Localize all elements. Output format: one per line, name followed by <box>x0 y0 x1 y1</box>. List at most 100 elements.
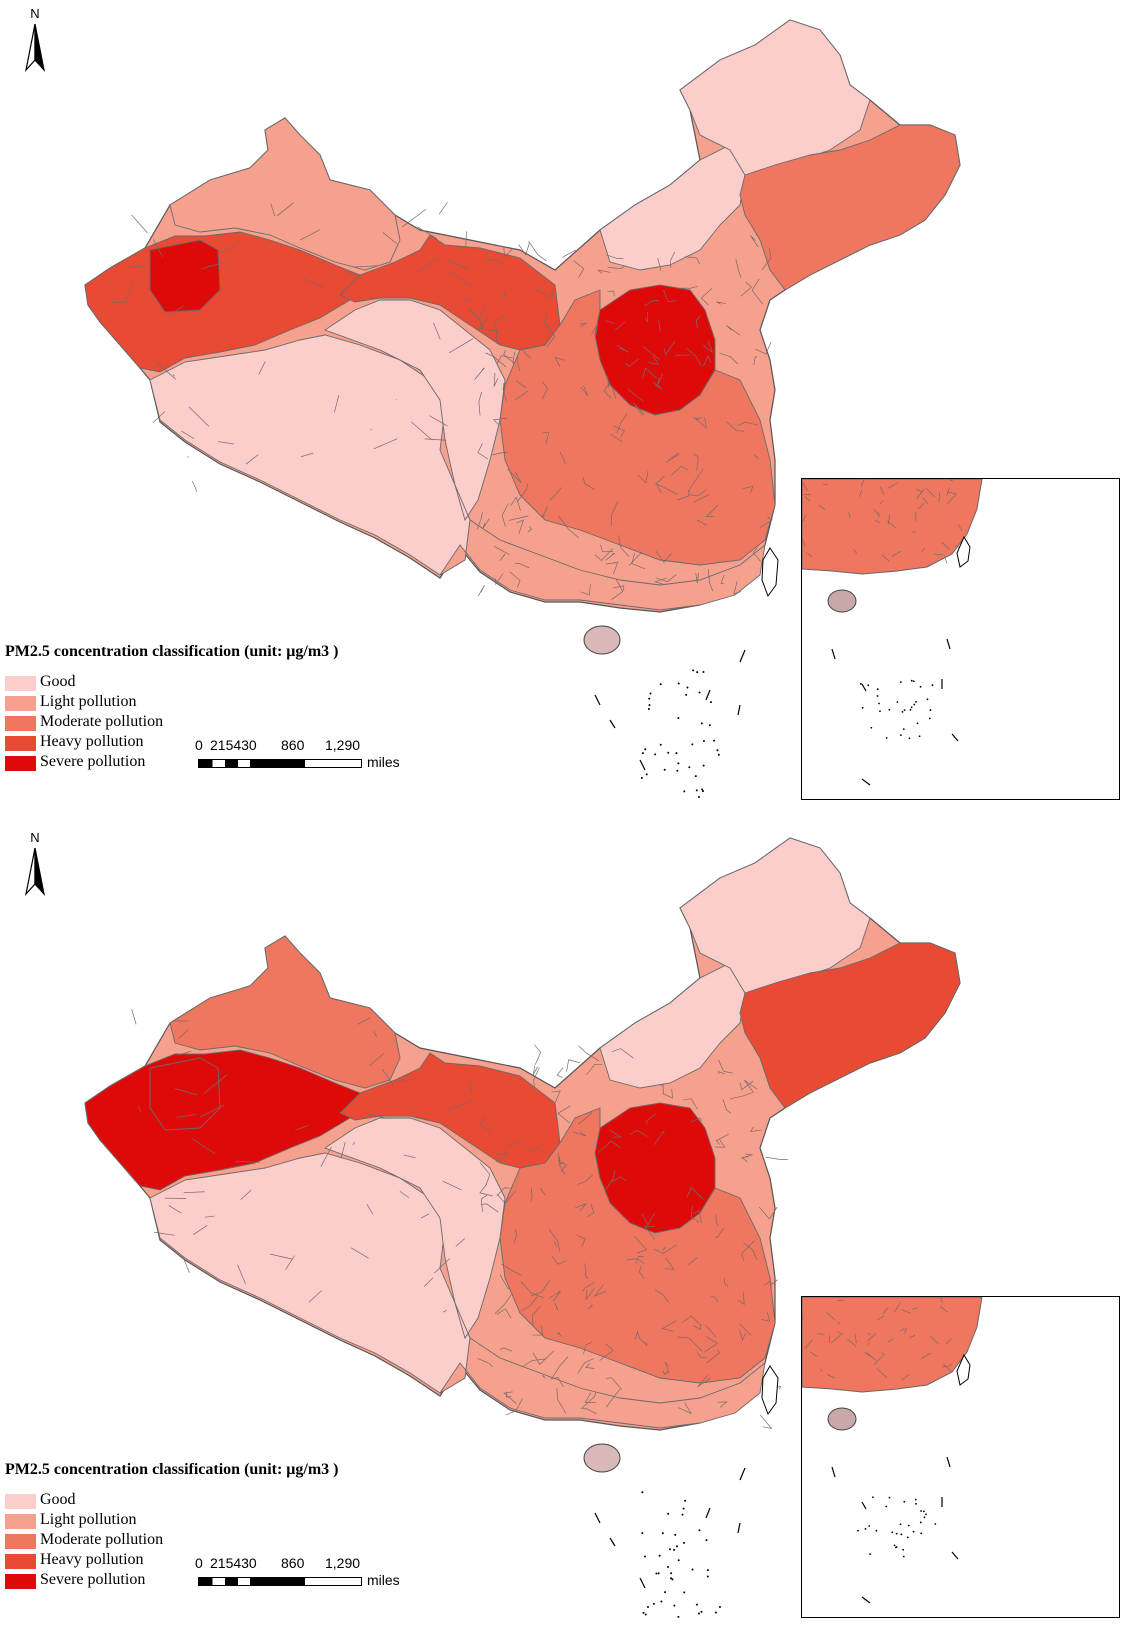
inset-map-bottom <box>802 1297 983 1604</box>
county-boundary <box>723 1277 729 1287</box>
county-boundary <box>684 256 700 265</box>
county-boundary <box>644 312 648 323</box>
county-boundary <box>168 305 184 316</box>
legend-label: Heavy pollution <box>40 733 144 750</box>
county-boundary <box>761 1312 771 1322</box>
county-boundary <box>480 1203 499 1213</box>
county-boundary <box>541 381 549 400</box>
island-dot <box>674 1533 677 1536</box>
island-dot <box>857 1529 859 1532</box>
county-boundary <box>726 325 741 336</box>
county-boundary <box>719 352 738 365</box>
county-boundary <box>558 515 579 539</box>
island-dot <box>913 703 916 706</box>
county-boundary <box>494 546 510 555</box>
island-dot <box>695 1603 698 1606</box>
island-dot <box>682 1541 685 1544</box>
county-boundary <box>901 1309 912 1314</box>
county-boundary <box>806 552 813 558</box>
island-dot <box>910 706 913 709</box>
county-boundary <box>743 1079 758 1092</box>
scale-tick: 860 <box>281 737 305 753</box>
scale-units: miles <box>367 1572 400 1588</box>
island-dot <box>926 698 929 701</box>
county-boundary <box>203 1074 228 1094</box>
county-boundary <box>661 1320 677 1332</box>
county-boundary <box>556 1388 567 1414</box>
county-boundary <box>181 430 195 440</box>
county-boundary <box>131 1009 137 1025</box>
county-boundary <box>573 260 585 278</box>
island-dot <box>663 768 666 771</box>
scale-tick: 215430 <box>210 737 257 753</box>
island-dot <box>915 700 917 703</box>
island-taiwan <box>761 547 779 598</box>
county-boundary <box>492 417 507 425</box>
county-boundary <box>507 1140 523 1148</box>
island-dot <box>641 752 644 755</box>
island-dot <box>705 1539 708 1542</box>
sea-boundary-dash <box>831 648 836 660</box>
island-dot <box>923 1516 926 1519</box>
island-dot <box>891 1531 894 1534</box>
county-boundary <box>499 1274 511 1290</box>
county-boundary <box>285 1255 295 1270</box>
county-boundary <box>887 1338 894 1343</box>
county-boundary <box>153 239 164 258</box>
county-boundary <box>802 514 807 523</box>
island-dot <box>660 1600 663 1603</box>
county-boundary <box>657 258 662 272</box>
county-boundary <box>654 1289 669 1303</box>
island-dot <box>864 1528 867 1530</box>
map-panel-bottom: N PM2.5 concentration classification (un… <box>0 818 1124 1636</box>
island-dot <box>698 1612 701 1615</box>
county-boundary <box>887 520 897 529</box>
island-dot <box>915 1502 917 1505</box>
county-boundary <box>917 502 925 510</box>
county-boundary <box>516 483 528 503</box>
county-boundary <box>940 1306 948 1313</box>
island-dot <box>888 708 891 711</box>
island-dot <box>716 749 719 752</box>
island-dot <box>706 1569 709 1572</box>
county-boundary <box>479 1183 494 1197</box>
island-hainan <box>827 589 857 613</box>
county-boundary <box>900 1328 905 1332</box>
island-dot <box>909 708 912 711</box>
island-dot <box>686 686 689 689</box>
county-boundary <box>270 203 276 217</box>
south-china-sea-inset <box>801 478 1120 800</box>
county-boundary <box>572 1131 587 1137</box>
inset-mainland <box>802 479 983 575</box>
county-boundary <box>742 485 754 494</box>
county-boundary <box>123 282 135 303</box>
county-boundary <box>660 1083 664 1095</box>
county-boundary <box>921 1352 932 1359</box>
county-boundary <box>493 372 499 387</box>
county-boundary <box>604 1169 616 1191</box>
region-northeast-south <box>739 124 961 291</box>
county-boundary <box>577 1174 594 1185</box>
island-dot <box>670 1572 673 1575</box>
county-boundary <box>826 1374 836 1379</box>
county-boundary <box>916 488 923 493</box>
county-boundary <box>485 352 507 368</box>
county-boundary <box>438 202 448 215</box>
county-boundary <box>546 324 556 347</box>
county-boundary <box>578 1045 600 1062</box>
county-boundary <box>192 1138 216 1155</box>
county-boundary <box>240 1189 252 1201</box>
island-dot <box>928 717 931 720</box>
county-boundary <box>503 349 515 364</box>
island-dot <box>870 726 873 729</box>
island-dot <box>702 739 705 742</box>
county-boundary <box>837 1321 841 1325</box>
island-dot <box>912 1530 915 1533</box>
legend-label: Heavy pollution <box>40 1551 144 1568</box>
island-dot <box>642 1611 645 1614</box>
county-boundary <box>692 1324 701 1331</box>
county-boundary <box>585 1287 595 1300</box>
island-dot <box>688 766 691 769</box>
county-boundary <box>761 248 772 271</box>
county-boundary <box>858 490 863 497</box>
